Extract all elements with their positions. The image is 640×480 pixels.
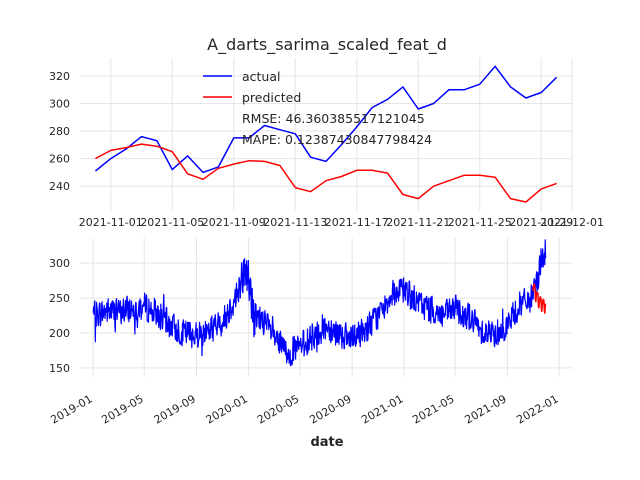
- legend: actual predicted RMSE: 46.36038551712104…: [203, 69, 432, 147]
- chart-title: A_darts_sarima_scaled_feat_d: [207, 35, 447, 55]
- bottom-ytick-label: 300: [49, 257, 70, 270]
- bottom-xtick-label: 2020-05: [255, 392, 301, 426]
- top-chart: A_darts_sarima_scaled_feat_d 240 260 280 30…: [49, 35, 604, 229]
- top-xtick-label: 2021-11-25: [448, 216, 512, 229]
- bottom-xtick-label: 2021-01: [359, 392, 405, 426]
- top-ytick-label: 320: [49, 70, 70, 83]
- top-xtick-label: 2021-11-21: [386, 216, 450, 229]
- top-xtick-label: 2021-12-01: [540, 216, 604, 229]
- bottom-chart: 150 200 250 300 2019-01 2019-05 2019-09 2020-01…: [48, 238, 572, 450]
- bottom-series: [92, 239, 547, 367]
- top-ytick-label: 240: [49, 180, 70, 193]
- legend-actual-label: actual: [242, 69, 281, 84]
- top-series-actual: [94, 65, 558, 174]
- top-ytick-label: 300: [49, 97, 70, 110]
- x-axis-label: date: [310, 435, 343, 450]
- top-ytick-label: 280: [49, 125, 70, 138]
- bottom-xtick-label: 2020-09: [307, 392, 353, 426]
- bottom-xtick-label: 2019-09: [152, 392, 198, 426]
- bottom-xtick-label: 2022-01: [514, 392, 560, 426]
- bottom-series-actual: [92, 239, 547, 367]
- top-xtick-label: 2021-11-09: [202, 216, 266, 229]
- top-xtick-label: 2021-11-17: [325, 216, 389, 229]
- top-series: [94, 65, 558, 203]
- rmse-annotation: RMSE: 46.360385517121045: [242, 111, 425, 126]
- bottom-xtick-label: 2021-05: [410, 392, 456, 426]
- legend-predicted-label: predicted: [242, 90, 301, 105]
- top-xtick-label: 2021-11-01: [79, 216, 143, 229]
- top-xtick-label: 2021-11-13: [263, 216, 327, 229]
- bottom-ytick-label: 150: [49, 362, 70, 375]
- bottom-xtick-label: 2021-09: [463, 392, 509, 426]
- bottom-xtick-label: 2019-01: [48, 392, 94, 426]
- bottom-xtick-label: 2019-05: [99, 392, 145, 426]
- bottom-xtick-label: 2020-01: [204, 392, 250, 426]
- top-ytick-label: 260: [49, 153, 70, 166]
- bottom-ytick-label: 250: [49, 292, 70, 305]
- bottom-series-predicted: [532, 283, 547, 314]
- top-xtick-label: 2021-11-05: [140, 216, 204, 229]
- top-series-predicted: [95, 143, 557, 203]
- top-ticks: 2402602803003202021-11-012021-11-052021-…: [49, 70, 604, 229]
- bottom-ytick-label: 200: [49, 327, 70, 340]
- top-xtick-label: 2021-11-29: [509, 216, 573, 229]
- mape-annotation: MAPE: 0.12387430847798424: [242, 132, 432, 147]
